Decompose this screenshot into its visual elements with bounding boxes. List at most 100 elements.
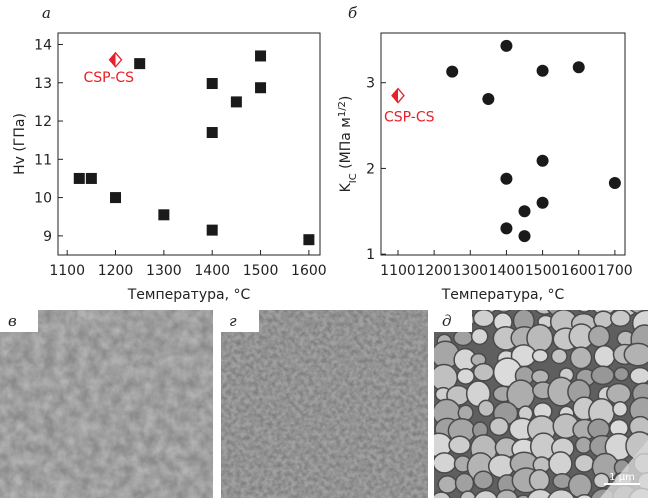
y-axis-label: Hv (ГПа) xyxy=(12,113,28,175)
y-tick-label: 12 xyxy=(34,114,52,130)
grain xyxy=(569,346,593,370)
grain xyxy=(592,472,610,489)
plot-frame xyxy=(380,32,626,256)
grain xyxy=(516,494,531,498)
point xyxy=(206,78,218,90)
x-tick-label: 1600 xyxy=(561,263,597,279)
point xyxy=(230,96,242,108)
grain xyxy=(473,470,494,490)
y-tick-label: 1 xyxy=(366,247,375,263)
point xyxy=(85,172,97,184)
x-tick-label: 1200 xyxy=(98,263,134,279)
point xyxy=(608,177,621,189)
scale-label: 1 µm xyxy=(609,472,635,483)
grain xyxy=(547,488,575,498)
y-axis-label: KIC (МПа м1/2) xyxy=(337,96,359,193)
grain xyxy=(613,366,630,382)
x-tick-label: 1100 xyxy=(49,263,85,279)
y-axis-label-part: 1/2 xyxy=(337,101,348,117)
plot-frame xyxy=(57,32,321,256)
point xyxy=(303,234,315,246)
panel-label-bg xyxy=(0,310,38,332)
point xyxy=(500,172,513,185)
y-tick-label: 3 xyxy=(366,76,375,92)
panel-label: д xyxy=(442,312,452,330)
x-tick-label: 1600 xyxy=(291,263,327,279)
point xyxy=(206,224,218,236)
point xyxy=(391,87,405,104)
annotation: CSP-CS xyxy=(84,70,135,86)
grain xyxy=(610,310,632,328)
grain xyxy=(434,491,451,498)
panel-label-bg xyxy=(221,310,259,332)
grain xyxy=(470,327,489,346)
x-tick-label: 1100 xyxy=(380,263,416,279)
point xyxy=(110,192,122,204)
x-tick-label: 1200 xyxy=(416,263,452,279)
y-tick-label: 11 xyxy=(34,152,52,168)
grain xyxy=(606,382,632,405)
grain xyxy=(473,489,498,498)
grain xyxy=(531,348,549,363)
grain xyxy=(590,365,615,386)
grain xyxy=(459,490,477,498)
point xyxy=(536,64,549,77)
diamond-half xyxy=(109,52,116,67)
y-axis-label-part: K xyxy=(338,182,354,192)
x-axis-label: Температура, °C xyxy=(441,287,565,303)
y-axis-label-part: (МПа м xyxy=(338,117,354,173)
grain xyxy=(452,329,474,347)
panel-label: б xyxy=(348,4,358,22)
grain xyxy=(448,435,472,455)
point xyxy=(446,65,459,78)
y-tick-label: 10 xyxy=(34,191,52,207)
point xyxy=(108,51,123,68)
point xyxy=(536,196,549,209)
grain xyxy=(623,342,648,367)
grain xyxy=(472,362,495,382)
grains xyxy=(434,310,648,498)
y-axis-label-part: Hv (ГПа) xyxy=(12,113,28,175)
grain xyxy=(528,469,551,492)
point xyxy=(500,39,513,52)
y-tick-label: 14 xyxy=(34,37,52,53)
x-tick-label: 1400 xyxy=(194,263,230,279)
point xyxy=(134,58,146,70)
point xyxy=(206,127,218,139)
annotation: CSP-CS xyxy=(384,110,435,126)
x-tick-label: 1300 xyxy=(146,263,182,279)
grain xyxy=(495,489,519,498)
y-axis-label-part: IC xyxy=(348,173,359,183)
point xyxy=(255,50,267,62)
grain xyxy=(577,310,591,313)
grain xyxy=(434,452,457,474)
point xyxy=(73,172,85,184)
panel-label: г xyxy=(229,312,237,330)
grain xyxy=(477,399,495,418)
grain xyxy=(593,344,616,368)
grain xyxy=(574,453,595,473)
grain xyxy=(587,325,611,348)
y-tick-label: 9 xyxy=(43,229,52,245)
grain xyxy=(488,417,510,437)
grain xyxy=(527,488,554,498)
grain xyxy=(456,367,475,385)
grain xyxy=(531,369,550,385)
grain xyxy=(550,348,568,365)
grain xyxy=(454,472,475,494)
grain xyxy=(472,310,495,328)
grain xyxy=(548,451,573,477)
point xyxy=(158,209,170,221)
x-axis-label: Температура, °C xyxy=(127,287,251,303)
diamond-half xyxy=(391,88,398,103)
y-tick-label: 13 xyxy=(34,76,52,92)
grain xyxy=(629,366,648,386)
point xyxy=(536,154,549,167)
y-tick-label: 2 xyxy=(366,161,375,177)
x-tick-label: 1300 xyxy=(452,263,488,279)
micrograph-texture xyxy=(0,310,213,498)
grain xyxy=(576,493,594,498)
x-tick-label: 1500 xyxy=(525,263,561,279)
